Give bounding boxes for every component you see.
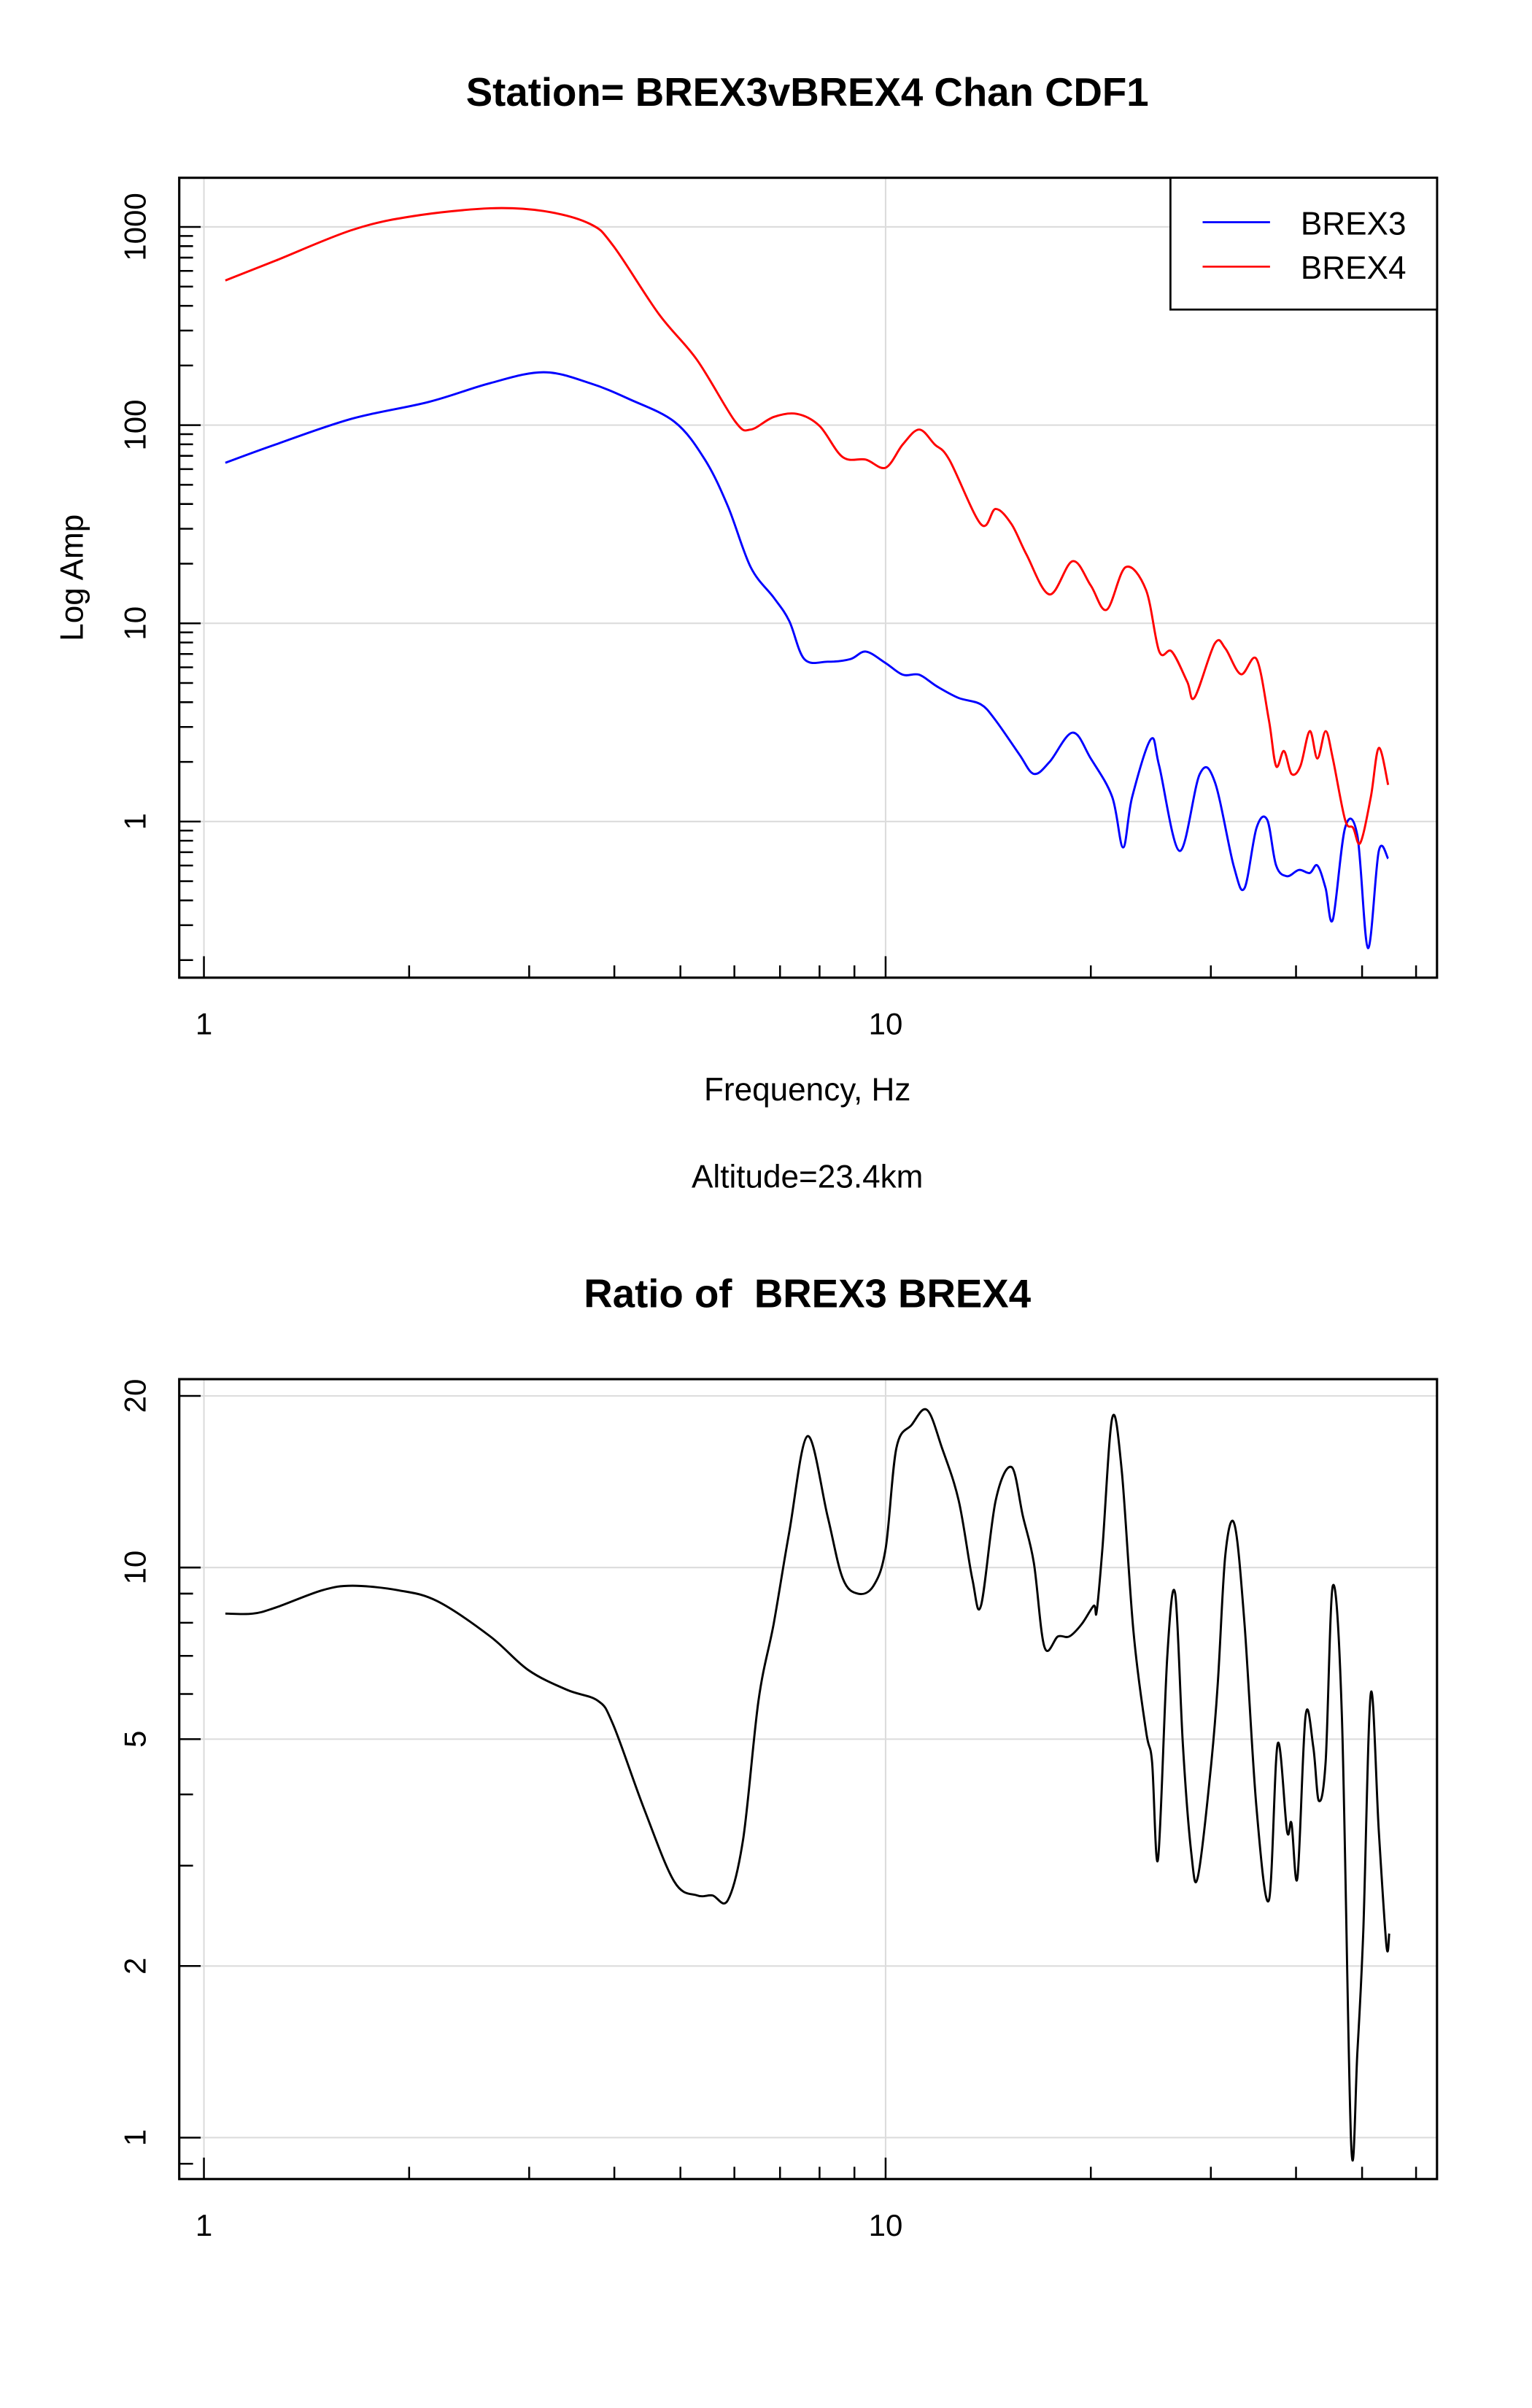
series-line-brex4 bbox=[225, 207, 1390, 846]
x-tick-label: 10 bbox=[869, 1007, 903, 1041]
plot-frame bbox=[178, 1378, 1439, 2180]
plot-top: 1 10 1 10 100 1000 bbox=[118, 177, 1439, 1041]
series-line-ratio bbox=[225, 1408, 1390, 2162]
y-tick-label: 1 bbox=[118, 813, 152, 830]
y-tick-label: 10 bbox=[118, 606, 152, 641]
y-tick-label: 5 bbox=[118, 1731, 152, 1748]
legend: BREX3 BREX4 bbox=[1169, 177, 1439, 311]
chart-title-bottom: Ratio of BREX3 BREX4 bbox=[584, 1271, 1031, 1316]
subtitle-altitude: Altitude=23.4km bbox=[692, 1159, 923, 1195]
legend-box bbox=[1169, 177, 1439, 311]
x-tick-label: 1 bbox=[196, 1007, 212, 1041]
y-tick-label: 1000 bbox=[118, 193, 152, 261]
legend-label-brex4: BREX4 bbox=[1301, 250, 1407, 286]
y-tick-label: 10 bbox=[118, 1551, 152, 1585]
y-tick-label: 1 bbox=[118, 2129, 152, 2146]
y-tick-label: 20 bbox=[118, 1379, 152, 1413]
x-tick-label: 1 bbox=[196, 2208, 212, 2242]
series-line-brex3 bbox=[225, 371, 1390, 949]
y-tick-label: 100 bbox=[118, 400, 152, 451]
x-tick-label: 10 bbox=[869, 2208, 903, 2242]
plot-frame bbox=[178, 177, 1439, 979]
plot-bottom: 1 10 1 2 5 10 20 bbox=[118, 1378, 1439, 2242]
chart-title-top: Station= BREX3vBREX4 Chan CDF1 bbox=[466, 70, 1149, 115]
y-tick-label: 2 bbox=[118, 1958, 152, 1975]
y-axis-label-top: Log Amp bbox=[54, 514, 90, 641]
x-axis-label-top: Frequency, Hz bbox=[704, 1072, 910, 1108]
legend-label-brex3: BREX3 bbox=[1301, 206, 1407, 242]
